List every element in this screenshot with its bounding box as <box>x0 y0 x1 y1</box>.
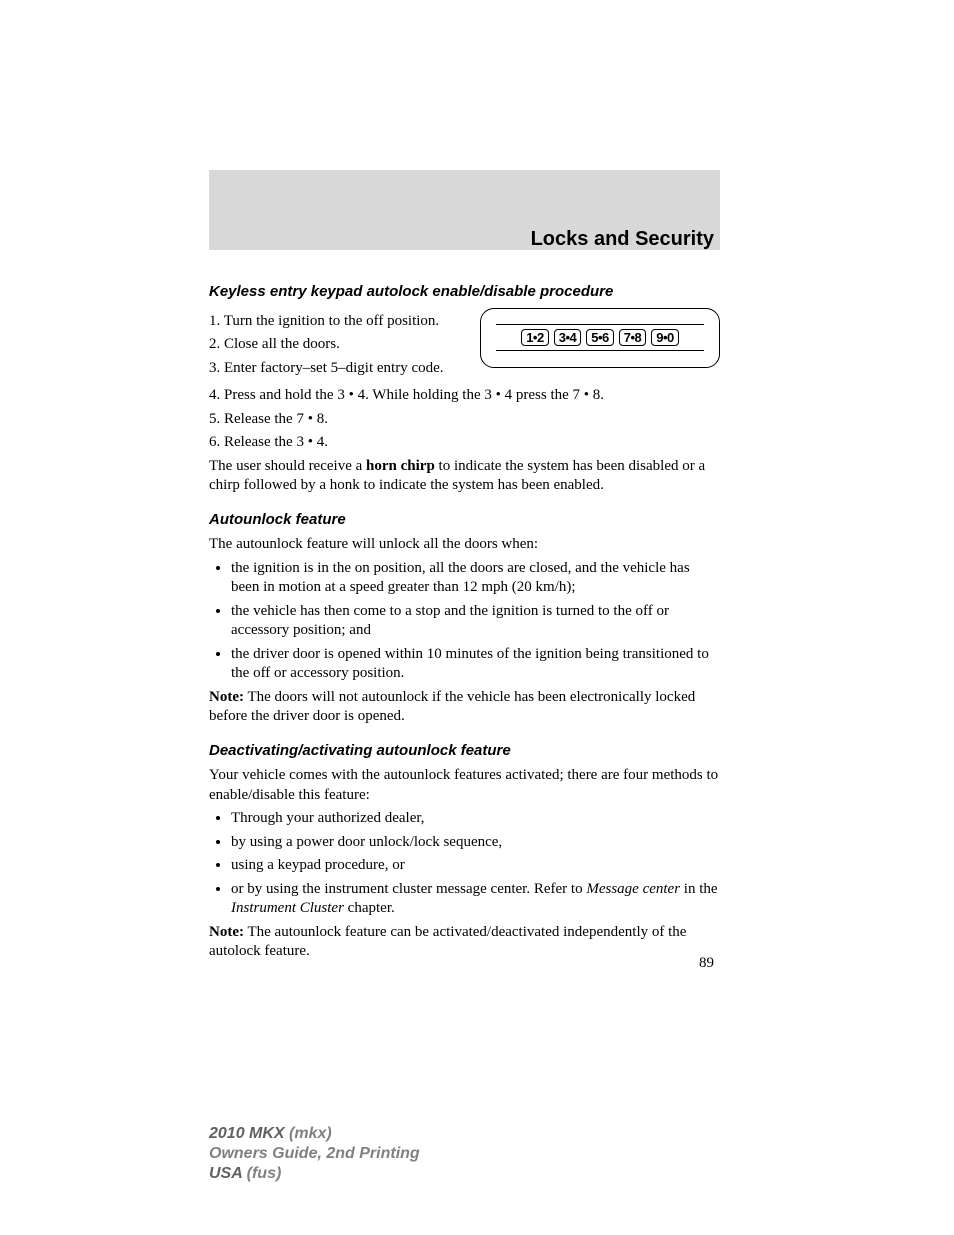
autolock-step-4: 4. Press and hold the 3 • 4. While holdi… <box>209 386 720 406</box>
autolock-steps-wrap: 1•2 3•4 5•6 7•8 9•0 1. Turn the ignition… <box>209 308 720 383</box>
keypad-buttons: 1•2 3•4 5•6 7•8 9•0 <box>521 325 679 350</box>
deactivate-bullet-4: or by using the instrument cluster messa… <box>231 880 720 919</box>
footer-model: 2010 MKX <box>209 1125 289 1142</box>
footer-line-1: 2010 MKX (mkx) <box>209 1124 420 1144</box>
page: Locks and Security Keyless entry keypad … <box>0 0 954 1235</box>
deactivate-bullet-1: Through your authorized dealer, <box>231 809 720 829</box>
deactivate-note: Note: The autounlock feature can be acti… <box>209 923 720 962</box>
autounlock-note-text: The doors will not autounlock if the veh… <box>209 689 695 725</box>
keypad-figure: 1•2 3•4 5•6 7•8 9•0 <box>480 308 720 368</box>
autounlock-bullets: the ignition is in the on position, all … <box>209 559 720 684</box>
deactivate-bullet-2: by using a power door unlock/lock sequen… <box>231 833 720 853</box>
deactivate-heading: Deactivating/activating autounlock featu… <box>209 741 720 761</box>
keypad-key-12: 1•2 <box>521 329 549 346</box>
autounlock-note: Note: The doors will not autounlock if t… <box>209 688 720 727</box>
footer: 2010 MKX (mkx) Owners Guide, 2nd Printin… <box>209 1124 420 1184</box>
autolock-result-pre: The user should receive a <box>209 458 366 474</box>
autounlock-bullet-2: the vehicle has then come to a stop and … <box>231 602 720 641</box>
autolock-step-6: 6. Release the 3 • 4. <box>209 433 720 453</box>
autounlock-intro: The autounlock feature will unlock all t… <box>209 535 720 555</box>
autolock-result: The user should receive a horn chirp to … <box>209 457 720 496</box>
keypad-key-78: 7•8 <box>619 329 647 346</box>
deactivate-bullet-3: using a keypad procedure, or <box>231 856 720 876</box>
keypad-key-34: 3•4 <box>554 329 582 346</box>
content-area: Keyless entry keypad autolock enable/dis… <box>209 268 720 966</box>
keypad-key-56: 5•6 <box>586 329 614 346</box>
section-title: Locks and Security <box>531 228 714 251</box>
deactivate-b4-i1: Message center <box>586 881 680 897</box>
deactivate-bullets: Through your authorized dealer, by using… <box>209 809 720 919</box>
deactivate-b4-post: chapter. <box>344 900 395 916</box>
autounlock-bullet-3: the driver door is opened within 10 minu… <box>231 645 720 684</box>
footer-line-3: USA (fus) <box>209 1164 420 1184</box>
deactivate-b4-pre: or by using the instrument cluster messa… <box>231 881 586 897</box>
deactivate-b4-mid: in the <box>680 881 718 897</box>
autounlock-bullet-1: the ignition is in the on position, all … <box>231 559 720 598</box>
autolock-heading: Keyless entry keypad autolock enable/dis… <box>209 282 720 302</box>
keypad-bottomline <box>496 350 705 351</box>
footer-model-code: (mkx) <box>289 1125 332 1142</box>
deactivate-intro: Your vehicle comes with the autounlock f… <box>209 766 720 805</box>
autounlock-heading: Autounlock feature <box>209 510 720 530</box>
footer-region-code: (fus) <box>247 1165 282 1182</box>
keypad-key-90: 9•0 <box>651 329 679 346</box>
autolock-result-bold: horn chirp <box>366 458 435 474</box>
autounlock-note-label: Note: <box>209 689 244 705</box>
autolock-step-5: 5. Release the 7 • 8. <box>209 410 720 430</box>
footer-line-2: Owners Guide, 2nd Printing <box>209 1144 420 1164</box>
footer-region: USA <box>209 1165 247 1182</box>
deactivate-note-text: The autounlock feature can be activated/… <box>209 924 686 960</box>
deactivate-note-label: Note: <box>209 924 244 940</box>
deactivate-b4-i2: Instrument Cluster <box>231 900 344 916</box>
page-number: 89 <box>699 955 714 972</box>
